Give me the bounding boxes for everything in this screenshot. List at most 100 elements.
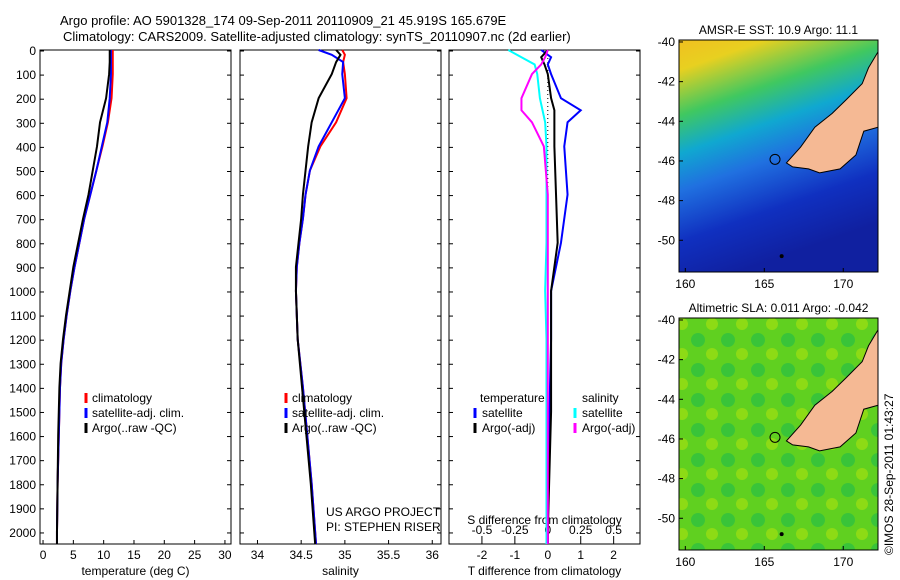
- legend-label: Argo(..raw -QC): [92, 421, 177, 435]
- series-line-salinity-satellite: [507, 49, 548, 544]
- series-line-climatology: [55, 50, 114, 544]
- s-axis-label: S difference from climatology: [467, 513, 622, 527]
- map-frame: [678, 317, 879, 551]
- map-x-tick-label: 160: [675, 277, 695, 291]
- map-x-tick-label: 165: [754, 555, 774, 569]
- legend-header: salinity: [582, 391, 619, 405]
- s-tick-label: -0.5: [472, 523, 493, 537]
- legend-label: satellite: [582, 406, 623, 420]
- x-tick-label: 25: [188, 548, 202, 562]
- map-y-tick-label: -48: [658, 472, 676, 486]
- profile-location-marker: [769, 431, 781, 443]
- y-tick-label: 1000: [9, 285, 36, 299]
- island-marker: [779, 532, 784, 537]
- axes-frame-2: [239, 49, 442, 545]
- profile-location-marker: [769, 153, 781, 165]
- x-tick-label: 10: [97, 548, 111, 562]
- x-axis-label: temperature (deg C): [81, 564, 189, 578]
- map-frame: [678, 39, 879, 273]
- y-tick-label: 400: [16, 140, 36, 154]
- y-tick-label: 1700: [9, 454, 36, 468]
- y-tick-label: 1800: [9, 478, 36, 492]
- y-tick-label: 1500: [9, 405, 36, 419]
- y-tick-label: 900: [16, 261, 36, 275]
- legend-label: satellite-adj. clim.: [292, 406, 384, 420]
- y-tick-label: 500: [16, 164, 36, 178]
- legend-label: satellite-adj. clim.: [92, 406, 184, 420]
- x-tick-label: -2: [477, 548, 488, 562]
- legend-header: temperature: [480, 391, 545, 405]
- s-tick-label: 0.25: [569, 523, 593, 537]
- y-tick-label: 200: [16, 92, 36, 106]
- map-y-tick-label: -44: [658, 392, 676, 406]
- map-x-tick-label: 160: [675, 555, 695, 569]
- axes-frame-1: [39, 49, 232, 545]
- x-tick-label: 20: [158, 548, 172, 562]
- legend-label: Argo(-adj): [582, 421, 635, 435]
- map-y-tick-label: -46: [658, 154, 676, 168]
- y-tick-label: 1600: [9, 430, 36, 444]
- x-tick-label: 0: [544, 548, 551, 562]
- map-title: Altimetric SLA: 0.011 Argo: -0.042: [689, 301, 869, 315]
- s-tick-label: -0.25: [501, 523, 529, 537]
- x-tick-label: 35.5: [377, 548, 401, 562]
- y-tick-label: 1200: [9, 333, 36, 347]
- y-tick-label: 2000: [9, 526, 36, 540]
- y-tick-label: 1300: [9, 357, 36, 371]
- x-tick-label: 15: [127, 548, 141, 562]
- map-x-tick-label: 170: [833, 277, 853, 291]
- map-y-tick-label: -50: [658, 511, 676, 525]
- x-axis-label: salinity: [322, 564, 359, 578]
- map-y-tick-label: -50: [658, 233, 676, 247]
- legend-label: Argo(..raw -QC): [292, 421, 377, 435]
- map-x-tick-label: 165: [754, 277, 774, 291]
- map-y-tick-label: -40: [658, 313, 676, 327]
- x-tick-label: 34.5: [289, 548, 313, 562]
- axes-frame-3: [448, 49, 641, 545]
- project-line-1: US ARGO PROJECT: [326, 505, 441, 519]
- series-line-argo-raw-qc-: [294, 49, 342, 545]
- s-tick-label: 0.5: [605, 523, 622, 537]
- watermark: ©IMOS 28-Sep-2011 01:43:27: [882, 393, 896, 555]
- x-tick-label: 5: [70, 548, 77, 562]
- x-tick-label: 35: [338, 548, 352, 562]
- x-tick-label: 34: [251, 548, 265, 562]
- x-tick-label: -1: [510, 548, 521, 562]
- x-tick-label: 30: [218, 548, 232, 562]
- y-tick-label: 1900: [9, 502, 36, 516]
- title-line-1: Argo profile: AO 5901328_174 09-Sep-2011…: [60, 13, 507, 28]
- y-tick-label: 0: [29, 44, 36, 58]
- series-line-climatology: [294, 49, 348, 545]
- x-tick-label: 2: [610, 548, 617, 562]
- legend-label: climatology: [92, 391, 152, 405]
- island-marker: [779, 254, 784, 259]
- legend-label: Argo(-adj): [482, 421, 535, 435]
- y-tick-label: 300: [16, 116, 36, 130]
- series-line-salinity-argo-adj-: [520, 49, 549, 544]
- map-y-tick-label: -42: [658, 75, 676, 89]
- x-axis-label: T difference from climatology: [468, 564, 622, 578]
- map-x-tick-label: 170: [833, 555, 853, 569]
- y-tick-label: 1400: [9, 381, 36, 395]
- map-y-tick-label: -42: [658, 353, 676, 367]
- legend-label: satellite: [482, 406, 523, 420]
- map-y-tick-label: -40: [658, 35, 676, 49]
- x-tick-label: 1: [577, 548, 584, 562]
- series-line-temperature-argo-adj-: [540, 49, 559, 544]
- map-title: AMSR-E SST: 10.9 Argo: 11.1: [699, 23, 859, 37]
- y-tick-label: 800: [16, 237, 36, 251]
- x-tick-label: 0: [40, 548, 47, 562]
- project-line-2: PI: STEPHEN RISER: [326, 520, 441, 534]
- series-line-satellite-adj-clim-: [294, 49, 346, 545]
- legend-label: climatology: [292, 391, 352, 405]
- title-line-2: Climatology: CARS2009. Satellite-adjuste…: [63, 29, 571, 44]
- map-y-tick-label: -46: [658, 432, 676, 446]
- y-tick-label: 700: [16, 213, 36, 227]
- y-tick-label: 600: [16, 189, 36, 203]
- series-line-temperature-satellite: [540, 49, 583, 544]
- y-tick-label: 1100: [10, 309, 36, 323]
- x-tick-label: 36: [426, 548, 440, 562]
- map-y-tick-label: -48: [658, 194, 676, 208]
